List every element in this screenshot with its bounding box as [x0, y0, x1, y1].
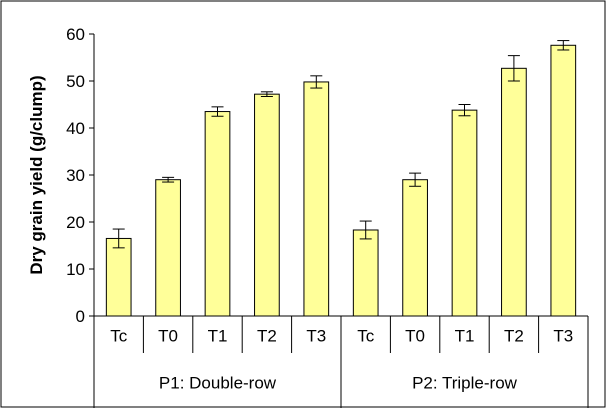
category-label: T1: [208, 327, 228, 346]
category-label: T2: [504, 327, 524, 346]
bar: [402, 179, 428, 317]
bar: [303, 81, 330, 317]
plot-area: 0 10 20 30 40 50 60 Tc T0 T1 T2 T3 Tc T0 T1 T2 T3 P1: Dou…: [66, 25, 589, 408]
y-tick-label: 0: [76, 307, 85, 326]
category-label: Tc: [357, 327, 375, 346]
category-label: T2: [257, 327, 277, 346]
bar: [352, 229, 379, 317]
bar: [550, 44, 577, 317]
bar: [451, 109, 478, 317]
category-label: T0: [405, 327, 425, 346]
y-tick-label: 30: [66, 166, 85, 185]
bar: [501, 67, 527, 317]
y-tick-label: 20: [66, 213, 85, 232]
y-axis-label: Dry grain yield (g/clump): [27, 75, 46, 274]
group-label: P2: Triple-row: [412, 374, 518, 393]
category-label: T1: [455, 327, 475, 346]
bar: [254, 93, 280, 317]
y-tick-label: 40: [66, 119, 85, 138]
category-label: T3: [553, 327, 573, 346]
bar: [155, 179, 181, 317]
group-label: P1: Double-row: [159, 374, 277, 393]
category-label: Tc: [110, 327, 128, 346]
category-label: T3: [306, 327, 326, 346]
y-tick-label: 60: [66, 25, 85, 44]
y-tick-label: 10: [66, 260, 85, 279]
bar: [105, 237, 132, 317]
y-tick-label: 50: [66, 72, 85, 91]
bar: [204, 111, 231, 317]
category-label: T0: [158, 327, 178, 346]
